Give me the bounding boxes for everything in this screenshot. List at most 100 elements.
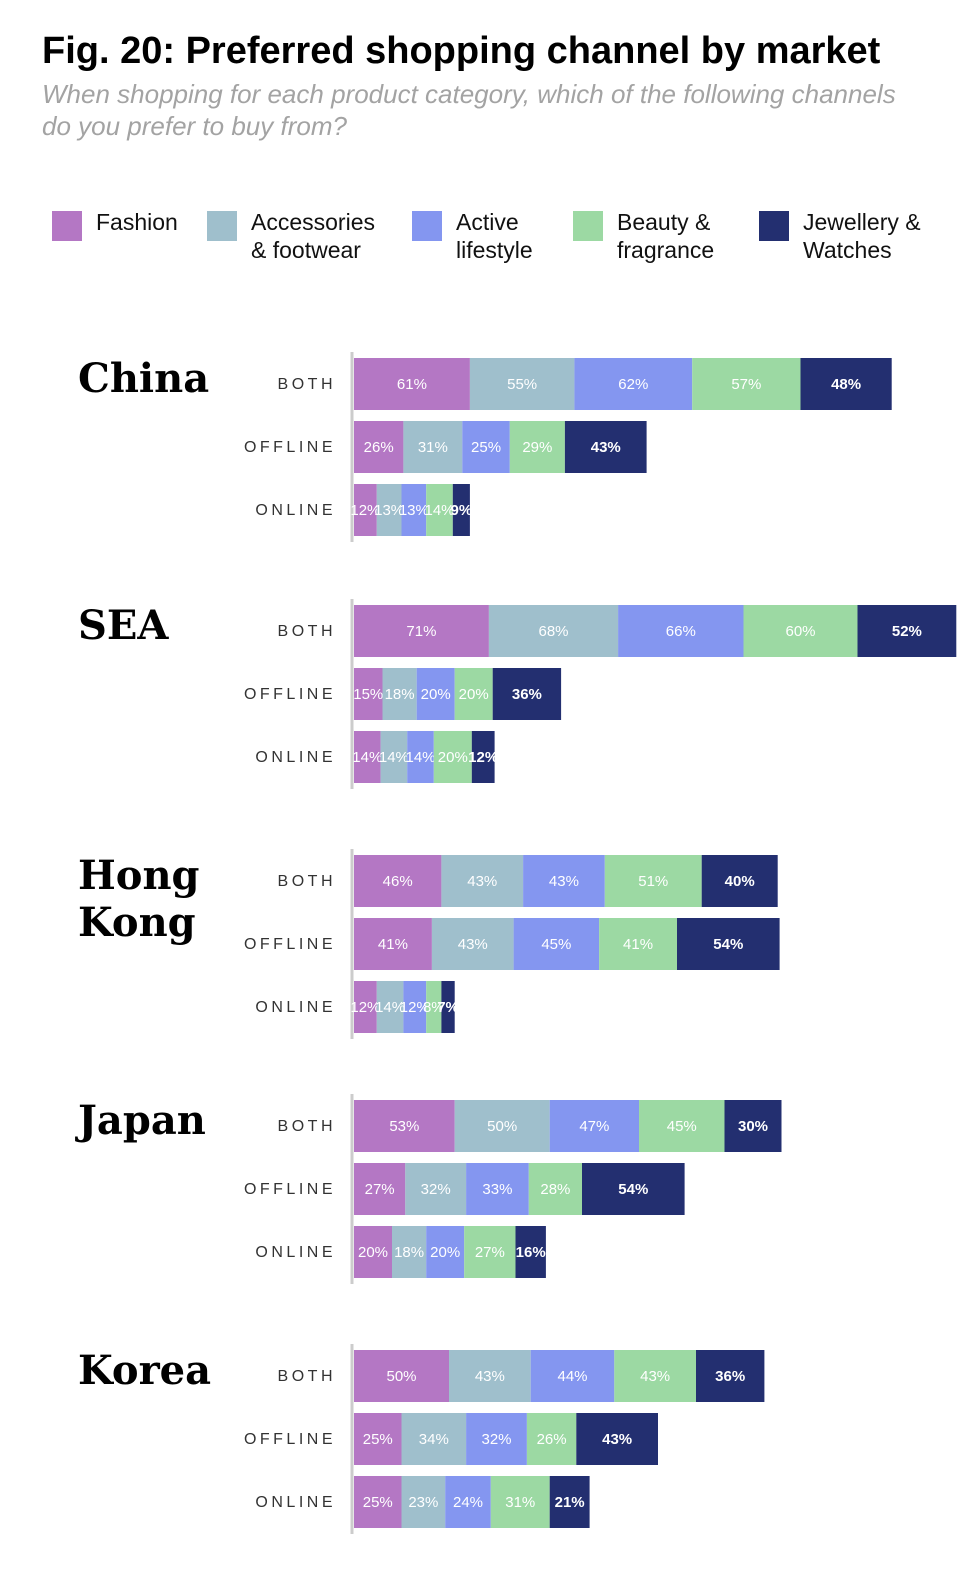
legend-item-active-lifestyle: Active lifestyle <box>412 208 533 264</box>
value-label-sea-offline-fashion: 15% <box>353 686 383 703</box>
market-name-hong-kong-line-2: Kong <box>78 899 196 946</box>
value-label-hong-kong-both-active-lifestyle: 43% <box>549 873 579 890</box>
value-label-japan-both-active-lifestyle: 47% <box>579 1118 609 1135</box>
bar-hong-kong-offline-beauty-fragrance <box>599 918 677 970</box>
value-label-sea-both-active-lifestyle: 66% <box>666 623 696 640</box>
bar-sea-both-fashion <box>354 605 489 657</box>
bar-japan-offline-fashion <box>354 1163 406 1215</box>
value-label-korea-online-beauty-fragrance: 31% <box>505 1494 535 1511</box>
legend-label-fashion: Fashion <box>96 209 178 235</box>
value-label-korea-both-beauty-fragrance: 43% <box>640 1368 670 1385</box>
bar-china-online-accessories-footwear <box>376 484 402 536</box>
bar-korea-offline-fashion <box>354 1413 402 1465</box>
bar-hong-kong-online-jewellery-watches <box>441 981 455 1033</box>
value-label-hong-kong-both-jewellery-watches: 40% <box>725 873 755 890</box>
value-label-korea-offline-accessories-footwear: 34% <box>419 1431 449 1448</box>
value-label-hong-kong-online-beauty-fragrance: 8% <box>423 999 445 1016</box>
value-label-sea-both-beauty-fragrance: 60% <box>785 623 815 640</box>
bar-korea-offline-active-lifestyle <box>466 1413 527 1465</box>
bar-hong-kong-both-accessories-footwear <box>441 855 524 907</box>
bar-japan-offline-active-lifestyle <box>466 1163 529 1215</box>
bar-china-offline-active-lifestyle <box>462 421 510 473</box>
legend-label-active-lifestyle: Active lifestyle <box>456 209 533 263</box>
value-label-japan-both-fashion: 53% <box>389 1118 419 1135</box>
bar-japan-online-active-lifestyle <box>426 1226 465 1278</box>
value-label-japan-online-beauty-fragrance: 27% <box>475 1244 505 1261</box>
bar-sea-offline-beauty-fragrance <box>454 668 493 720</box>
value-label-korea-online-active-lifestyle: 24% <box>453 1494 483 1511</box>
row-label-japan-both: BOTH <box>278 1118 336 1135</box>
legend-label-jewellery: Jewellery & Watches <box>803 209 921 263</box>
bar-korea-online-active-lifestyle <box>445 1476 491 1528</box>
bar-korea-both-beauty-fragrance <box>614 1350 696 1402</box>
value-label-hong-kong-offline-jewellery-watches: 54% <box>713 936 743 953</box>
value-label-sea-offline-beauty-fragrance: 20% <box>459 686 489 703</box>
row-label-hong-kong-online: ONLINE <box>255 999 336 1016</box>
row-label-sea-both: BOTH <box>278 623 336 640</box>
bar-china-online-fashion <box>354 484 377 536</box>
value-label-japan-online-accessories-footwear: 18% <box>394 1244 424 1261</box>
legend-swatch-jewellery <box>759 211 789 241</box>
market-name-china: China <box>78 355 209 402</box>
bar-sea-online-beauty-fragrance <box>433 731 472 783</box>
value-label-hong-kong-both-fashion: 46% <box>383 873 413 890</box>
bar-japan-online-beauty-fragrance <box>464 1226 516 1278</box>
value-label-japan-offline-active-lifestyle: 33% <box>482 1181 512 1198</box>
value-label-china-offline-jewellery-watches: 43% <box>591 439 621 456</box>
value-label-hong-kong-online-jewellery-watches: 7% <box>437 999 459 1016</box>
value-label-sea-offline-accessories-footwear: 18% <box>385 686 415 703</box>
value-label-china-both-active-lifestyle: 62% <box>618 376 648 393</box>
value-label-china-both-fashion: 61% <box>397 376 427 393</box>
value-label-japan-offline-fashion: 27% <box>365 1181 395 1198</box>
bar-sea-both-jewellery-watches <box>857 605 957 657</box>
market-name-sea: SEA <box>78 602 169 649</box>
value-label-sea-offline-active-lifestyle: 20% <box>421 686 451 703</box>
value-label-japan-both-beauty-fragrance: 45% <box>667 1118 697 1135</box>
bar-japan-online-accessories-footwear <box>392 1226 427 1278</box>
value-label-hong-kong-offline-beauty-fragrance: 41% <box>623 936 653 953</box>
value-label-korea-both-active-lifestyle: 44% <box>557 1368 587 1385</box>
legend-label-accessories: Accessories & footwear <box>251 209 375 263</box>
bar-korea-both-accessories-footwear <box>449 1350 531 1402</box>
value-label-japan-online-active-lifestyle: 20% <box>430 1244 460 1261</box>
value-label-hong-kong-both-accessories-footwear: 43% <box>467 873 497 890</box>
bar-korea-online-fashion <box>354 1476 402 1528</box>
bar-japan-offline-jewellery-watches <box>582 1163 685 1215</box>
row-label-sea-offline: OFFLINE <box>244 686 336 703</box>
value-label-korea-online-fashion: 25% <box>363 1494 393 1511</box>
value-label-china-online-active-lifestyle: 13% <box>399 502 429 519</box>
bar-japan-online-jewellery-watches <box>515 1226 546 1278</box>
value-label-hong-kong-offline-fashion: 41% <box>378 936 408 953</box>
bar-japan-both-beauty-fragrance <box>639 1100 725 1152</box>
value-label-sea-online-fashion: 14% <box>352 749 382 766</box>
bar-china-both-accessories-footwear <box>469 358 575 410</box>
value-label-sea-both-jewellery-watches: 52% <box>892 623 922 640</box>
chart-subtitle: When shopping for each product category,… <box>42 79 896 141</box>
bar-hong-kong-online-active-lifestyle <box>403 981 427 1033</box>
value-label-china-online-fashion: 12% <box>350 502 380 519</box>
bar-hong-kong-online-beauty-fragrance <box>426 981 442 1033</box>
value-label-hong-kong-online-accessories-footwear: 14% <box>375 999 405 1016</box>
bar-sea-both-beauty-fragrance <box>743 605 858 657</box>
value-label-japan-both-accessories-footwear: 50% <box>487 1118 517 1135</box>
value-label-sea-online-active-lifestyle: 14% <box>405 749 435 766</box>
legend-label-beauty: Beauty & fragrance <box>617 209 715 263</box>
bar-hong-kong-both-active-lifestyle <box>523 855 605 907</box>
row-label-hong-kong-offline: OFFLINE <box>244 936 336 953</box>
bar-japan-online-fashion <box>354 1226 392 1278</box>
legend-swatch-active-lifestyle <box>412 211 442 241</box>
value-label-hong-kong-online-fashion: 12% <box>350 999 380 1016</box>
bar-korea-offline-beauty-fragrance <box>526 1413 577 1465</box>
value-label-china-online-jewellery-watches: 9% <box>451 502 473 519</box>
row-label-china-online: ONLINE <box>255 502 336 519</box>
value-label-sea-both-fashion: 71% <box>406 623 436 640</box>
value-label-hong-kong-both-beauty-fragrance: 51% <box>638 873 668 890</box>
row-label-china-both: BOTH <box>278 376 336 393</box>
legend-item-fashion: Fashion <box>52 208 178 241</box>
bar-japan-both-jewellery-watches <box>724 1100 782 1152</box>
value-label-china-online-beauty-fragrance: 14% <box>424 502 454 519</box>
value-label-japan-online-fashion: 20% <box>358 1244 388 1261</box>
bar-japan-offline-accessories-footwear <box>405 1163 467 1215</box>
bar-korea-offline-jewellery-watches <box>576 1413 658 1465</box>
market-name-hong-kong-line-1: Hong <box>78 852 200 899</box>
